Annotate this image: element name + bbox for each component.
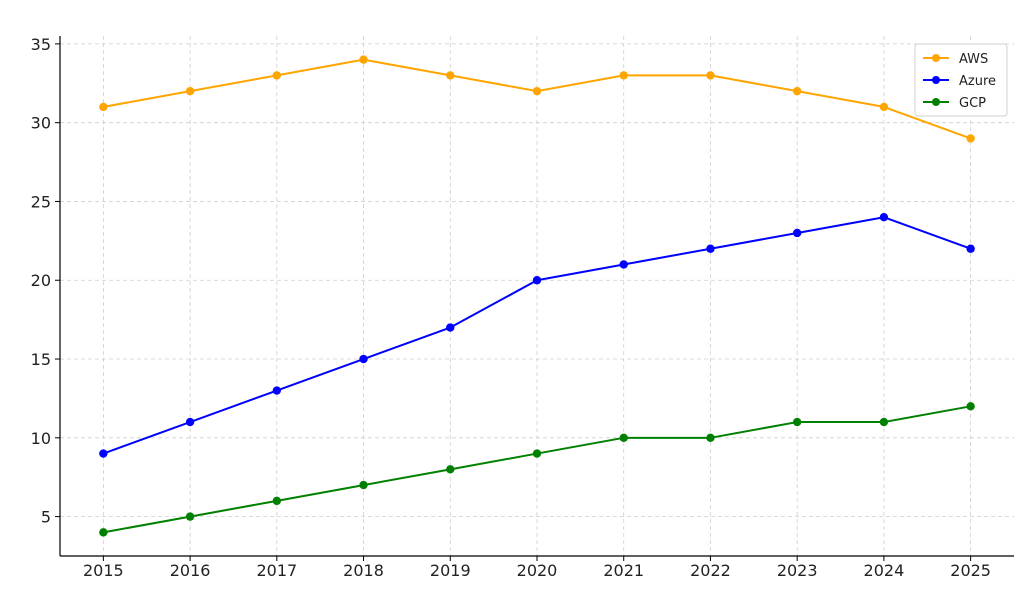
- legend-marker-gcp: [932, 98, 940, 106]
- data-point-gcp-2025: [966, 402, 975, 411]
- series-gcp: [99, 402, 975, 537]
- data-point-gcp-2021: [619, 433, 628, 443]
- y-tick-label: 20: [31, 271, 51, 290]
- legend-label-azure: Azure: [959, 74, 996, 89]
- data-point-gcp-2024: [879, 417, 889, 427]
- data-point-aws-2021: [619, 71, 628, 80]
- data-point-gcp-2022: [706, 433, 715, 443]
- y-tick-label: 10: [31, 429, 51, 448]
- data-point-azure-2024: [879, 213, 889, 222]
- data-point-azure-2022: [706, 244, 715, 253]
- data-point-aws-2025: [966, 134, 975, 143]
- y-tick-label: 5: [41, 508, 51, 527]
- data-point-gcp-2023: [792, 417, 802, 427]
- data-point-azure-2016: [185, 417, 195, 427]
- data-point-aws-2020: [532, 86, 542, 96]
- y-tick-label: 25: [31, 192, 51, 211]
- legend-label-aws: AWS: [959, 52, 988, 67]
- data-point-gcp-2019: [446, 465, 455, 474]
- legend-item-aws: AWS: [923, 52, 988, 67]
- data-point-azure-2023: [792, 228, 802, 238]
- x-tick-label: 2020: [517, 561, 558, 580]
- x-tick-label: 2022: [690, 561, 731, 580]
- data-point-aws-2015: [99, 102, 108, 112]
- x-tick-label: 2016: [170, 561, 211, 580]
- legend-item-gcp: GCP: [923, 96, 986, 111]
- data-point-gcp-2017: [272, 496, 282, 506]
- data-point-aws-2017: [272, 71, 282, 80]
- data-point-azure-2021: [619, 260, 628, 269]
- legend-box: [914, 43, 1008, 117]
- series-line-azure: [103, 216, 971, 455]
- series-azure: [99, 213, 975, 458]
- data-point-azure-2019: [446, 323, 455, 332]
- x-tick-label: 2023: [777, 561, 818, 580]
- data-point-aws-2023: [792, 86, 802, 96]
- x-tick-label: 2018: [343, 561, 384, 580]
- data-point-gcp-2018: [359, 480, 368, 490]
- legend-item-azure: Azure: [923, 74, 996, 89]
- data-point-gcp-2020: [532, 449, 542, 458]
- series-lines: [99, 55, 975, 537]
- legend-marker-aws: [932, 54, 940, 62]
- data-point-azure-2020: [532, 276, 542, 285]
- x-tick-label: 2015: [83, 561, 124, 580]
- x-tick-label: 2019: [430, 561, 471, 580]
- x-tick-label: 2024: [864, 561, 905, 580]
- data-point-aws-2024: [879, 102, 889, 112]
- data-point-aws-2019: [446, 71, 455, 80]
- data-point-azure-2017: [272, 386, 282, 395]
- legend-label-gcp: GCP: [959, 96, 986, 111]
- data-point-azure-2025: [966, 244, 975, 253]
- y-tick-label: 15: [31, 350, 51, 369]
- y-tick-label: 30: [31, 114, 51, 133]
- series-aws: [99, 55, 975, 143]
- y-tick-label: 35: [31, 35, 51, 54]
- data-point-aws-2016: [185, 86, 195, 96]
- data-point-gcp-2015: [99, 528, 108, 537]
- x-tick-label: 2021: [603, 561, 644, 580]
- legend: AWS Azure GCP: [914, 43, 1008, 117]
- x-tick-label: 2025: [950, 561, 991, 580]
- x-tick-label: 2017: [256, 561, 297, 580]
- tick-labels: 2015 2016 2017 2018 2019 2020 2021 2022 2023 2024…: [31, 35, 991, 580]
- grid: [60, 36, 1014, 556]
- legend-marker-azure: [932, 76, 940, 84]
- data-point-aws-2022: [706, 71, 715, 80]
- data-point-gcp-2016: [185, 512, 195, 521]
- data-point-azure-2015: [99, 449, 108, 458]
- data-point-azure-2018: [359, 354, 368, 364]
- data-point-aws-2018: [359, 55, 368, 64]
